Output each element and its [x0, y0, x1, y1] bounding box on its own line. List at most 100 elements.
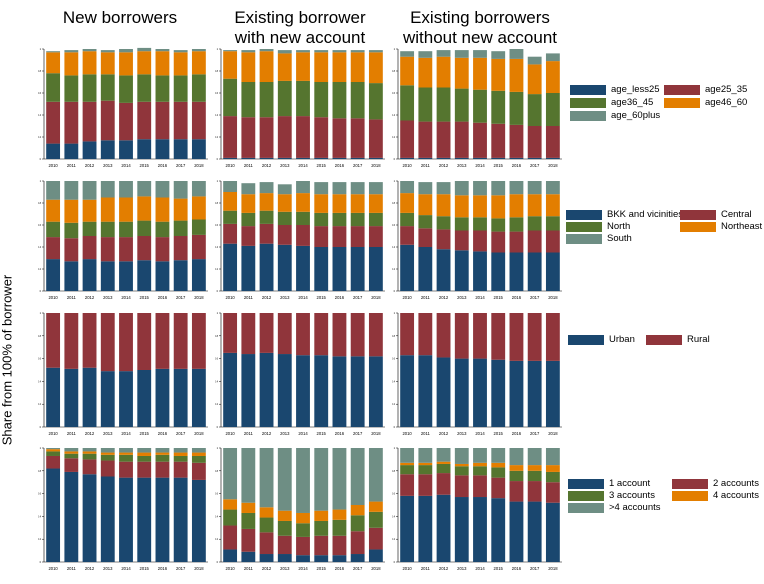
bar-segment [137, 260, 152, 291]
bar-segment [155, 454, 170, 462]
bar-segment [119, 181, 133, 198]
legend-label: Urban [609, 334, 635, 345]
x-tick-label: 2016 [512, 566, 522, 571]
bar-segment [155, 313, 170, 369]
bar-segment [296, 225, 310, 246]
bar-segment [545, 181, 560, 195]
bar-segment [436, 157, 451, 159]
y-tick-label: 0.2 [38, 136, 42, 139]
y-tick-label: 0.6 [215, 224, 219, 227]
bar-segment [46, 52, 61, 74]
bar-segment [418, 182, 433, 195]
bar-segment [418, 355, 433, 427]
bar-segment [82, 221, 97, 236]
bar-segment [314, 157, 329, 159]
x-tick-label: 2016 [158, 431, 168, 436]
bar-segment [350, 554, 365, 562]
y-tick-label: 0 [40, 158, 42, 161]
bar-segment [332, 212, 347, 227]
y-tick-label: 0 [394, 426, 396, 429]
bar-segment [350, 448, 365, 505]
bar-segment [173, 50, 188, 53]
bar-segment [100, 52, 115, 75]
bar-segment [46, 181, 61, 200]
y-tick-label: 0.2 [38, 538, 42, 541]
bar-segment [100, 100, 115, 141]
bar-segment [473, 89, 487, 123]
bar-segment [296, 193, 310, 212]
x-tick-label: 2016 [335, 295, 345, 300]
column-title-new-borrowers: New borrowers [40, 8, 200, 28]
bar-segment [545, 53, 560, 62]
x-tick-label: 2017 [176, 431, 186, 436]
bar-segment [368, 511, 383, 528]
x-tick-label: 2010 [48, 295, 58, 300]
bar-segment [64, 448, 79, 452]
legend-label: Central [721, 209, 752, 220]
bar-segment [137, 139, 152, 159]
bar-segment [100, 476, 115, 562]
bar-segment [332, 118, 347, 158]
x-tick-label: 2013 [457, 566, 467, 571]
bar-segment [314, 313, 329, 356]
bar-segment [454, 497, 469, 562]
bar-segment [332, 157, 347, 159]
bar-segment [545, 230, 560, 253]
bar-segment [527, 313, 542, 361]
bar-segment [454, 88, 469, 122]
bar-segment [223, 223, 238, 244]
x-tick-label: 2015 [317, 295, 327, 300]
y-tick-label: 0.8 [215, 70, 219, 73]
bar-segment [173, 260, 188, 291]
x-tick-label: 2012 [85, 566, 95, 571]
y-tick-label: 1 [394, 180, 396, 183]
x-tick-label: 2012 [85, 163, 95, 168]
legend-swatch [570, 97, 606, 108]
x-tick-label: 2018 [371, 163, 381, 168]
bar-segment [46, 313, 61, 368]
bar-segment [296, 555, 310, 562]
bar-segment [277, 225, 292, 245]
bar-segment [368, 119, 383, 158]
bar-segment [545, 482, 560, 503]
bar-segment [46, 221, 61, 238]
column-title-line1: Existing borrower [234, 8, 366, 27]
x-tick-label: 2013 [103, 431, 113, 436]
bar-segment [509, 49, 524, 59]
y-tick-label: 0 [40, 426, 42, 429]
bar-segment [191, 51, 206, 75]
legend-label: 3 accounts [609, 490, 655, 501]
bar-segment [454, 466, 469, 476]
bar-segment [191, 181, 206, 197]
x-tick-label: 2010 [48, 566, 58, 571]
y-tick-label: 0.2 [392, 268, 396, 271]
bar-segment [509, 501, 524, 562]
bar-segment [314, 52, 329, 82]
bar-segment [173, 198, 188, 221]
bar-segment [100, 460, 115, 477]
bar-segment [119, 49, 133, 53]
bar-segment [119, 261, 133, 291]
y-tick-label: 0.2 [215, 538, 219, 541]
bar-segment [368, 549, 383, 562]
legend-label: South [607, 233, 632, 244]
bar-segment [223, 313, 238, 353]
legend-swatch [566, 233, 602, 244]
bar-segment [119, 52, 133, 76]
x-tick-label: 2013 [280, 431, 290, 436]
y-tick-label: 1 [40, 312, 42, 315]
legend-label: 2 accounts [713, 478, 759, 489]
bar-segment [473, 462, 487, 467]
bar-segment [296, 157, 310, 159]
x-tick-label: 2017 [176, 295, 186, 300]
bar-segment [173, 52, 188, 76]
x-tick-label: 2010 [225, 295, 235, 300]
bar-segment [350, 515, 365, 532]
bar-segment [100, 261, 115, 291]
x-tick-label: 2012 [439, 566, 449, 571]
bar-segment [545, 194, 560, 217]
bar-segment [137, 51, 152, 75]
bar-segment [119, 197, 133, 222]
x-tick-label: 2012 [262, 566, 272, 571]
bar-segment [509, 217, 524, 232]
